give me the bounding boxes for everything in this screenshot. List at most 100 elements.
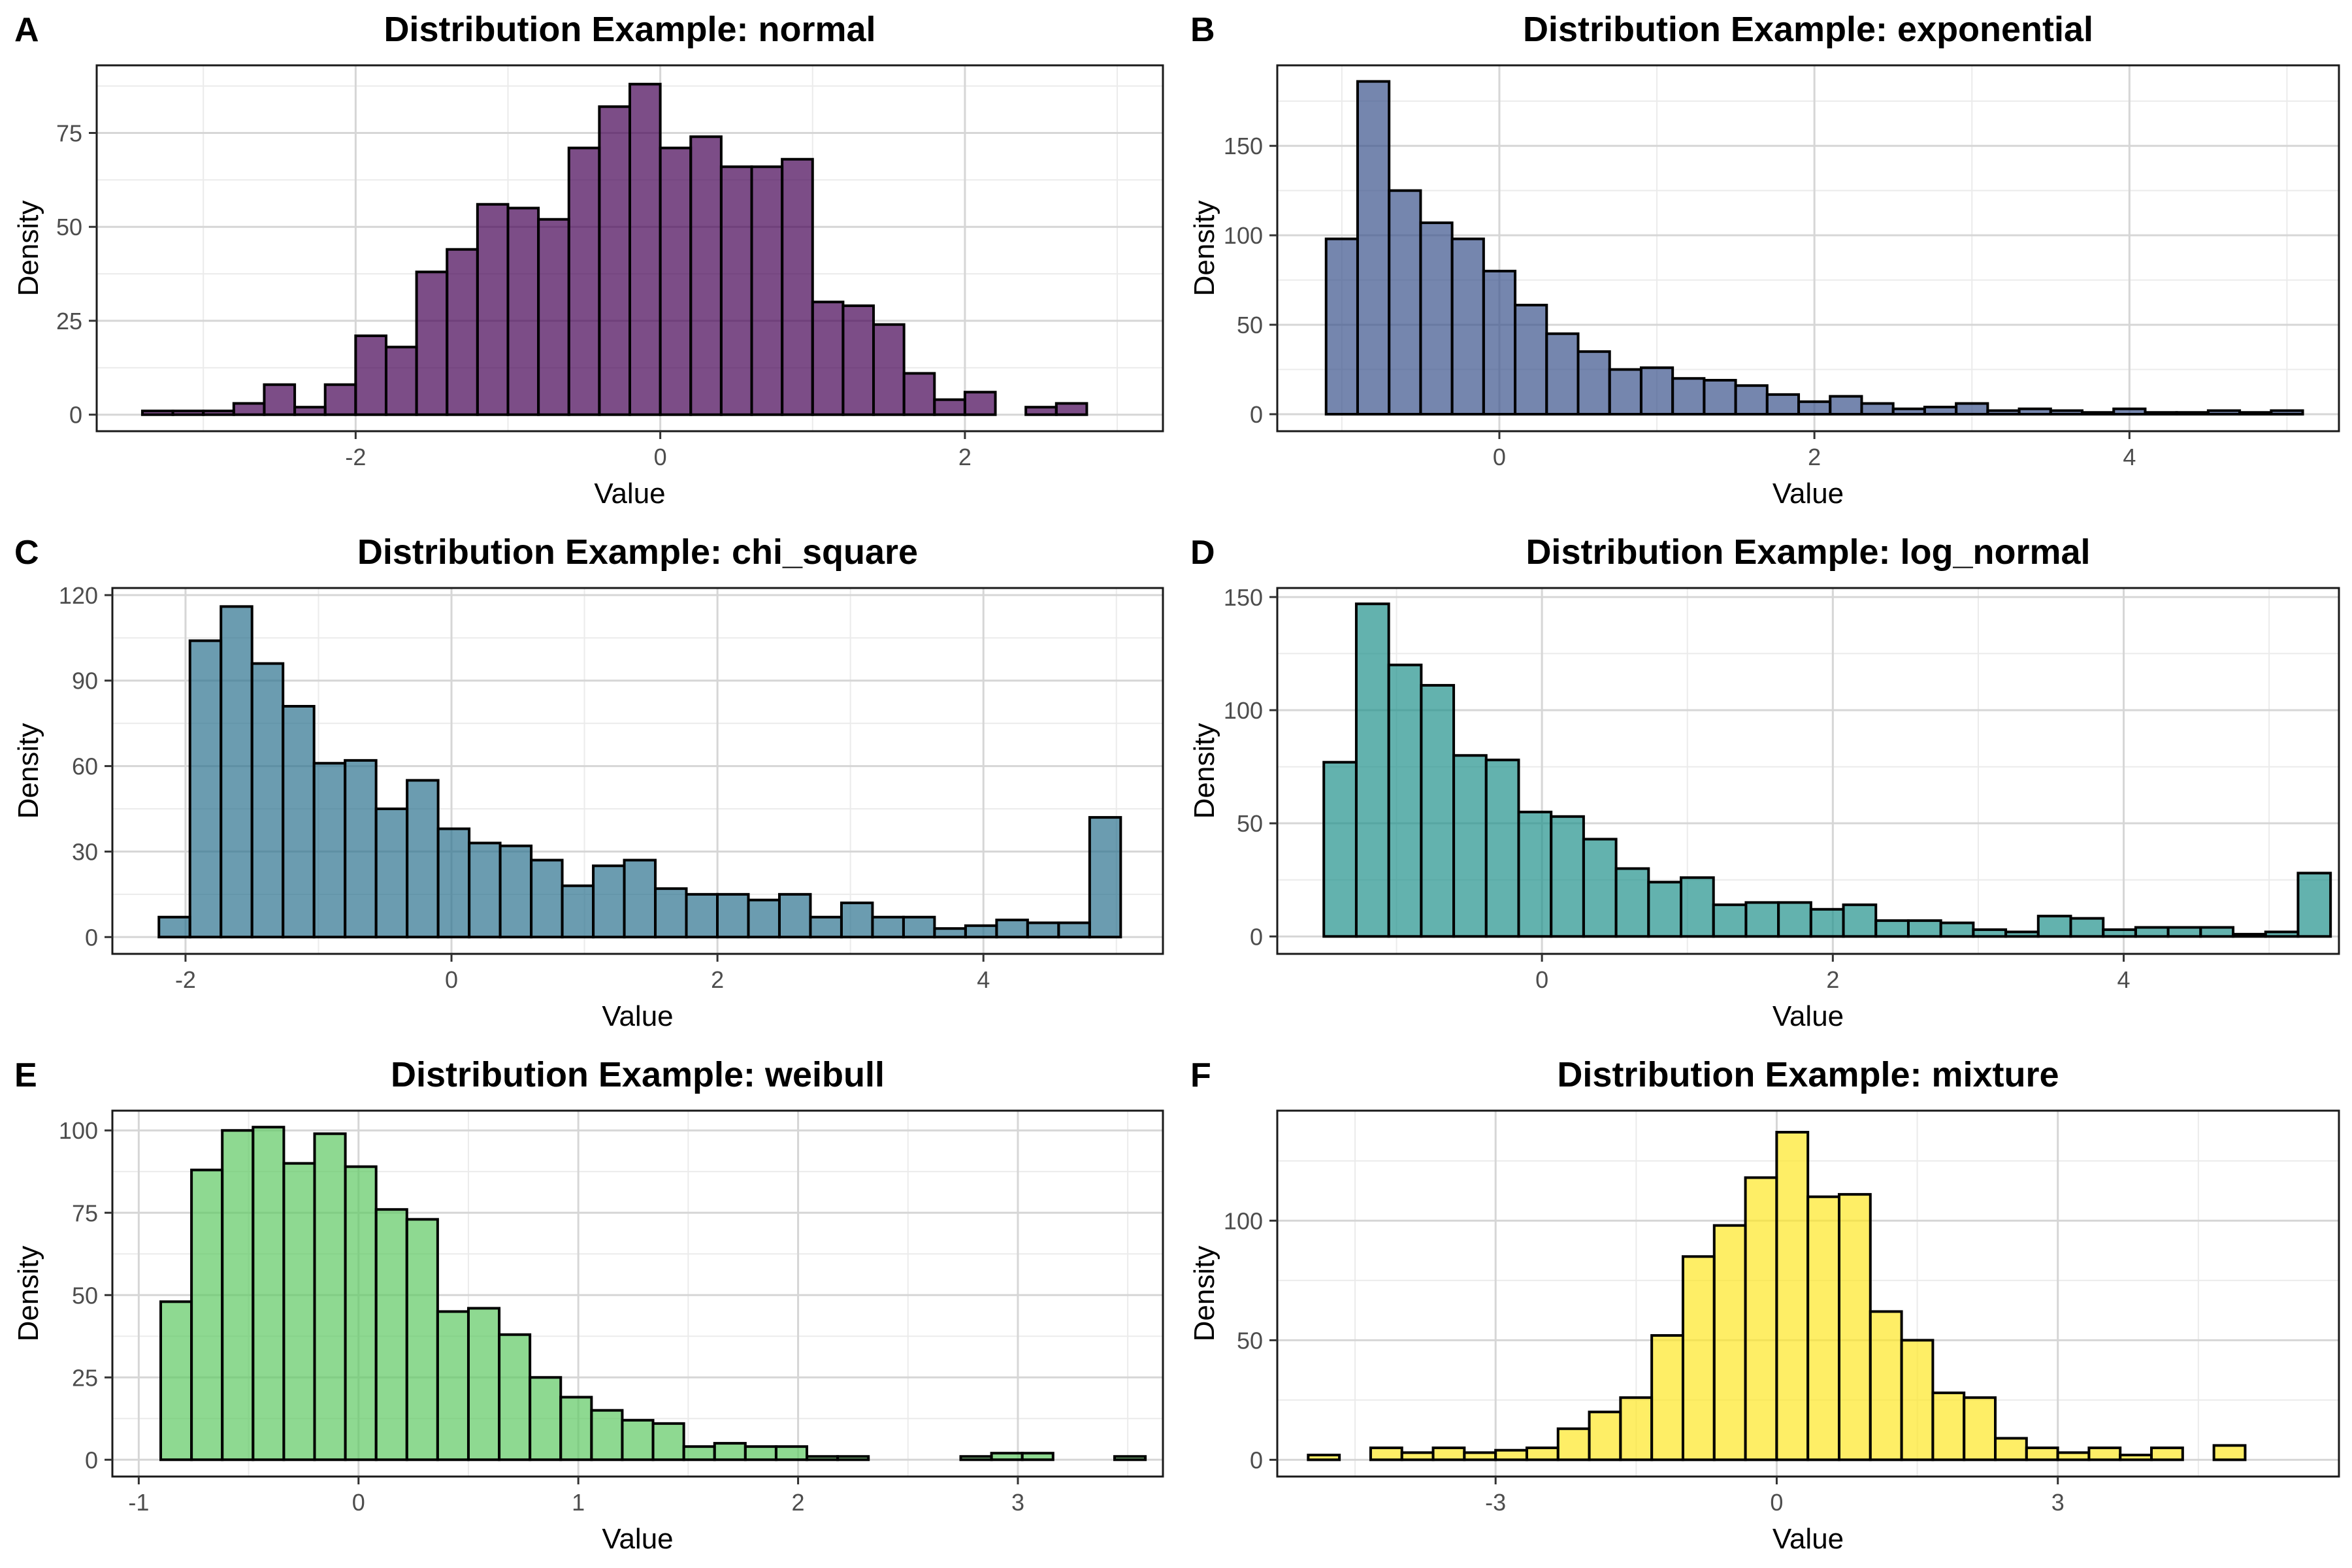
histogram-bar bbox=[990, 1452, 1024, 1462]
histogram-bar bbox=[2144, 411, 2178, 416]
histogram-bar bbox=[2150, 1446, 2184, 1462]
panel-border bbox=[1276, 587, 2340, 955]
histogram-bar bbox=[1842, 903, 1878, 938]
histogram-bar bbox=[1777, 901, 1812, 938]
y-axis-title: Density bbox=[1188, 201, 1220, 297]
histogram-bar bbox=[719, 165, 753, 416]
histogram-bar bbox=[1113, 1455, 1147, 1462]
histogram-bar bbox=[1639, 366, 1674, 416]
histogram-bar bbox=[1494, 1448, 1528, 1462]
histogram-bar bbox=[2264, 930, 2300, 938]
y-tick-label: 50 bbox=[1237, 1327, 1263, 1354]
x-tick-label: -3 bbox=[1485, 1489, 1506, 1516]
y-tick-label: 100 bbox=[1224, 1207, 1263, 1234]
histogram-bar bbox=[1400, 1451, 1435, 1462]
histogram-bar bbox=[2102, 928, 2137, 938]
x-tick-label: 4 bbox=[977, 966, 990, 993]
histogram-bar bbox=[598, 105, 631, 416]
y-tick-label: 0 bbox=[1250, 1446, 1263, 1473]
x-tick-label: 3 bbox=[1011, 1489, 1024, 1516]
histogram-bar bbox=[2296, 872, 2332, 938]
histogram-bar bbox=[221, 1129, 255, 1462]
histogram-bar bbox=[959, 1455, 993, 1462]
histogram-bar bbox=[1734, 384, 1769, 416]
chart-title: Distribution Example: weibull bbox=[391, 1055, 885, 1094]
histogram-bar bbox=[344, 759, 378, 939]
x-tick-label: 2 bbox=[711, 966, 724, 993]
x-tick-label: 0 bbox=[445, 966, 458, 993]
histogram-bar bbox=[1891, 407, 1926, 416]
histogram-bar bbox=[1744, 1176, 1778, 1462]
histogram-bar bbox=[2212, 1444, 2247, 1462]
histogram-bar bbox=[1860, 402, 1895, 416]
histogram-bar bbox=[2087, 1446, 2122, 1462]
chart-title: Distribution Example: exponential bbox=[1523, 10, 2093, 49]
x-axis-title: Value bbox=[602, 1523, 673, 1555]
histogram-bar bbox=[902, 372, 936, 416]
histogram-bar bbox=[252, 1126, 286, 1462]
histogram-bar bbox=[190, 1168, 224, 1462]
histogram-bar bbox=[384, 346, 418, 416]
histogram-bar bbox=[2081, 411, 2115, 416]
histogram-bar bbox=[1324, 237, 1359, 416]
x-tick-label: -2 bbox=[175, 966, 196, 993]
histogram-bar bbox=[806, 1455, 840, 1462]
histogram-bar bbox=[157, 915, 191, 939]
histogram-bar bbox=[312, 762, 347, 939]
histogram-bar bbox=[1647, 881, 1683, 938]
y-tick-label: 100 bbox=[1224, 222, 1263, 249]
x-tick-label: -1 bbox=[128, 1489, 149, 1516]
histogram-bar bbox=[1545, 332, 1580, 416]
histogram-bar bbox=[282, 1162, 316, 1462]
histogram-bar bbox=[809, 915, 843, 939]
histogram-bar bbox=[374, 1208, 408, 1462]
histogram-bar bbox=[1775, 1130, 1810, 1462]
histogram-bar bbox=[2036, 915, 2072, 938]
histogram-bar bbox=[747, 898, 781, 939]
x-tick-label: 1 bbox=[572, 1489, 585, 1516]
histogram-bar bbox=[250, 662, 285, 939]
histogram-bar bbox=[2270, 409, 2304, 416]
y-tick-label: 0 bbox=[1250, 401, 1263, 428]
histogram-bar bbox=[1463, 1451, 1497, 1462]
histogram-bar bbox=[498, 1333, 532, 1462]
histogram-bar bbox=[621, 1418, 655, 1462]
histogram-bar bbox=[1517, 810, 1553, 938]
histogram-bar bbox=[232, 402, 266, 416]
histogram-bar bbox=[1900, 1339, 1935, 1462]
y-tick-label: 60 bbox=[72, 753, 98, 780]
y-tick-label: 0 bbox=[69, 402, 82, 429]
histogram-bar bbox=[1369, 1446, 1403, 1462]
panel-tag: B bbox=[1190, 11, 1215, 49]
histogram-bar bbox=[2056, 1451, 2091, 1462]
histogram-bar bbox=[374, 808, 409, 939]
histogram-bar bbox=[629, 82, 662, 416]
histogram-bar bbox=[537, 218, 570, 416]
panel-border bbox=[111, 587, 1164, 955]
panel-E: E Distribution Example: weibull -1 0 1 2 3 0 25 5… bbox=[12, 1055, 1164, 1555]
histogram-bar bbox=[559, 1396, 593, 1462]
histogram-bar bbox=[1963, 1396, 1997, 1462]
x-axis-title: Value bbox=[602, 1000, 673, 1032]
histogram-bar bbox=[1931, 1391, 1966, 1462]
histogram-bar bbox=[682, 1445, 716, 1462]
histogram-bar bbox=[323, 383, 357, 416]
histogram-bar bbox=[1054, 402, 1088, 416]
histogram-bar bbox=[140, 409, 174, 416]
histogram-bar bbox=[1829, 395, 1863, 416]
panel-tag: E bbox=[14, 1056, 37, 1094]
histogram-bar bbox=[750, 165, 784, 416]
panel-F: F Distribution Example: mixture -3 0 3 0 50 100… bbox=[1188, 1055, 2340, 1555]
histogram-bar bbox=[1680, 876, 1715, 938]
y-axis-title: Density bbox=[1188, 723, 1220, 819]
chart-title: Distribution Example: mixture bbox=[1557, 1055, 2059, 1094]
histogram-bar bbox=[1994, 1437, 2028, 1462]
panel-C: C Distribution Example: chi_square -2 0 2 4 0 3… bbox=[12, 532, 1164, 1032]
y-axis-title: Density bbox=[12, 1246, 44, 1342]
histogram-bar bbox=[840, 901, 874, 939]
histogram-bar bbox=[1431, 1446, 1466, 1462]
y-tick-label: 100 bbox=[59, 1117, 98, 1144]
histogram-bar bbox=[774, 1445, 809, 1462]
histogram-bar bbox=[171, 409, 205, 416]
